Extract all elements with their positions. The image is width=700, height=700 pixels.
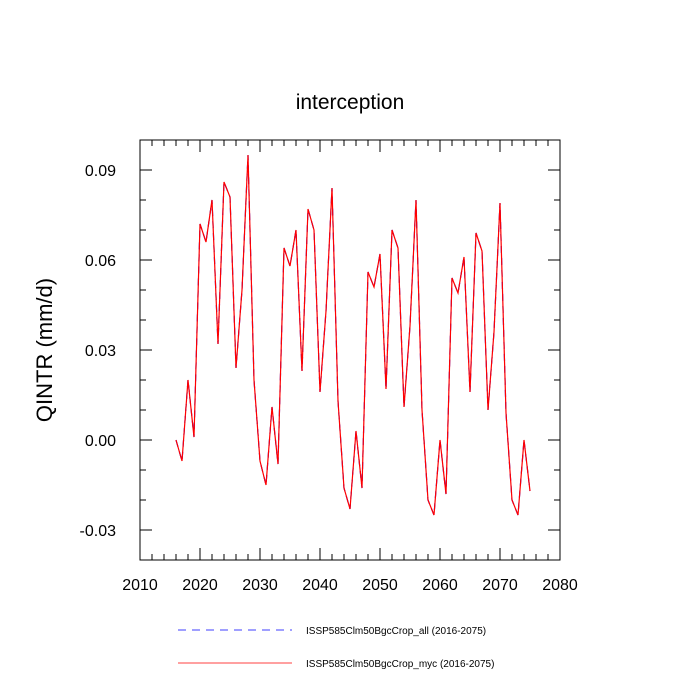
x-tick-label: 2010 [122,577,158,594]
axis-ticks [139,139,561,561]
plot-frame [139,139,561,561]
y-tick-label: -0.03 [80,523,117,540]
x-tick-label: 2030 [242,577,278,594]
legend-label-myc: ISSP585Clm50BgcCrop_myc (2016-2075) [306,659,494,670]
y-tick-label: 0.03 [85,343,116,360]
x-tick-label: 2040 [302,577,338,594]
x-tick-label: 2080 [542,577,578,594]
y-tick-label: 0.09 [85,163,116,180]
y-tick-label: 0.00 [85,433,116,450]
legend: ISSP585Clm50BgcCrop_all (2016-2075) ISSP5… [178,626,494,670]
y-axis-label: QINTR (mm/d) [32,278,57,422]
legend-label-all: ISSP585Clm50BgcCrop_all (2016-2075) [306,626,486,637]
x-tick-label: 2060 [422,577,458,594]
x-tick-label: 2020 [182,577,218,594]
series-lines [175,154,531,516]
series-line-all [175,154,531,516]
series-line-myc [175,154,531,516]
chart-title: interception [296,91,405,114]
x-tick-label: 2050 [362,577,398,594]
x-tick-label: 2070 [482,577,518,594]
y-tick-label: 0.06 [85,253,116,270]
axis-tick-labels: 2010 2020 2030 2040 2050 2060 2070 2080 -0.03 0.0… [80,163,578,594]
